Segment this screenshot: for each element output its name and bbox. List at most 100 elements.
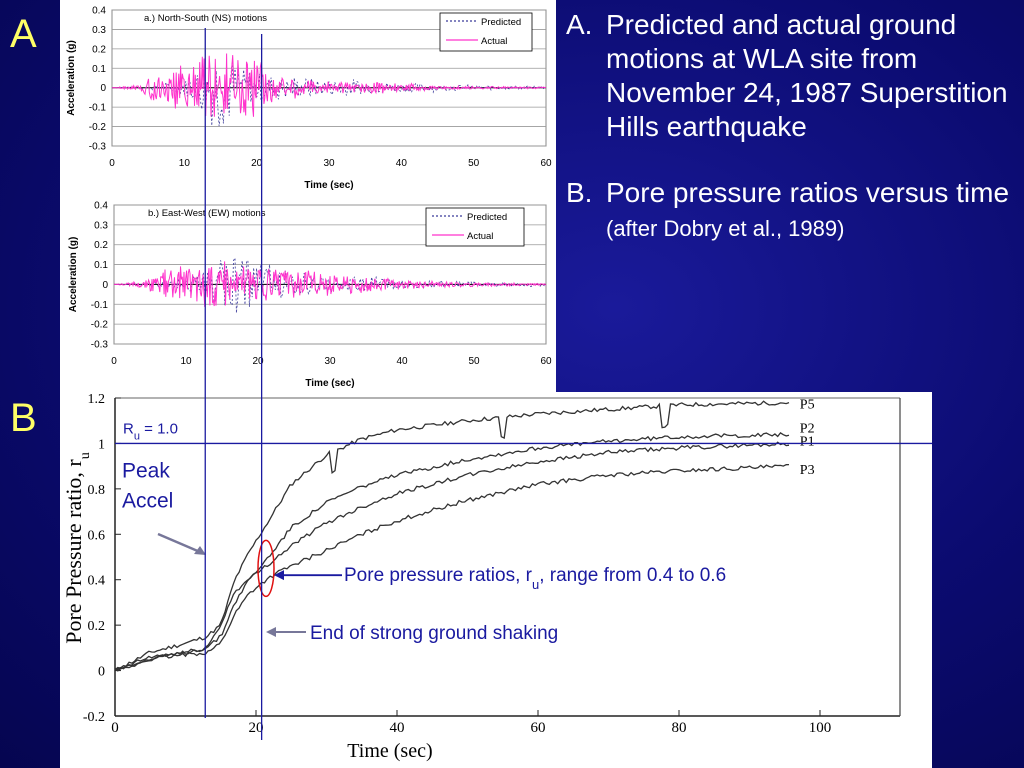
section-label-a: A: [10, 12, 37, 56]
section-label-b: B: [10, 396, 37, 440]
pore-range-arrow-head: [274, 570, 284, 581]
x-tick-label-ew: 50: [468, 356, 480, 367]
y-tick-label-ns: -0.3: [89, 142, 107, 153]
y-axis-title: Pore Pressure ratio, ru: [61, 452, 93, 644]
legend-label-predicted: Predicted: [467, 212, 507, 223]
pore-pressure-chart-panel: 1.2 1 0.8 0.6 0.4 0.2 0 -0.2 0 20 40 60 80 100 Time (s…: [60, 392, 932, 768]
legend-box-ew: [425, 207, 525, 247]
slide-text-block: A. Predicted and actual ground motions a…: [566, 8, 1016, 278]
reference-line-label: Ru = 1.0: [123, 420, 178, 442]
y-tick-label-ew: -0.3: [91, 340, 109, 351]
x-tick-label-ns: 40: [396, 158, 408, 169]
y-tick-label-ew: 0.1: [94, 260, 108, 271]
acceleration-charts-panel: 0.4 0.3 0.2 0.1 0 -0.1 -0.2 -0.3 0 10 20 30 40 50 60 Ti…: [60, 0, 556, 392]
peak-accel-arrow-shaft: [157, 532, 201, 554]
x-tick-label-ns: 50: [468, 158, 480, 169]
series-label-p2: P2: [800, 421, 815, 436]
series-line-p5: [114, 400, 790, 671]
x-tick-label: 20: [249, 720, 264, 736]
x-tick-label-ns: 0: [109, 158, 115, 169]
legend-ew: Predicted Actual: [425, 207, 525, 247]
acceleration-plot-ew: 0.40.30.20.10-0.1-0.2-0.30 10 20 30 40 50 60Ti…: [68, 201, 552, 390]
y-axis-title-ew: Acceleration (g): [68, 237, 79, 313]
y-tick-label: 0.8: [88, 483, 106, 498]
text-item-a-marker: A.: [566, 9, 593, 40]
text-item-b-marker: B.: [566, 177, 593, 208]
x-axis-title: Time (sec): [347, 740, 432, 762]
x-tick-label-ew: 10: [180, 356, 192, 367]
legend-label-predicted: Predicted: [481, 17, 521, 28]
peak-accel-arrow-head: [194, 546, 206, 555]
series-line-p1: [114, 441, 790, 671]
y-tick-label-ew: 0: [102, 280, 108, 291]
text-item-a: A. Predicted and actual ground motions a…: [566, 8, 1016, 144]
y-tick-label-ew: -0.2: [91, 320, 109, 331]
series-label-p1: P1: [800, 434, 815, 449]
y-tick-label: 0.2: [88, 619, 106, 634]
x-tick-label: 60: [531, 720, 546, 736]
x-tick-label-ns: 60: [540, 158, 552, 169]
y-tick-label-ew: -0.1: [91, 300, 109, 311]
peak-accel-line2: Accel: [122, 490, 173, 513]
pore-range-subscript: u: [532, 577, 539, 592]
reference-line-label-subscript: u: [134, 430, 140, 442]
legend-label-actual: Actual: [481, 36, 507, 47]
reference-line-label-tail: = 1.0: [140, 420, 178, 437]
y-tick-label-ns: 0.3: [92, 25, 106, 36]
acceleration-charts-svg: 0.40.30.20.10-0.1-0.2-0.30 10 20 30 40 50 60Ti…: [66, 6, 552, 390]
x-tick-label-ns: 20: [251, 158, 263, 169]
y-tick-label-ns: 0.1: [92, 64, 106, 75]
y-tick-label: 1.2: [88, 392, 106, 407]
acceleration-plot-ns: 0.40.30.20.10-0.1-0.2-0.30 10 20 30 40 50 60Ti…: [66, 6, 552, 192]
y-tick-label: 1: [98, 437, 105, 452]
x-tick-label-ew: 60: [540, 356, 552, 367]
y-tick-label: 0.4: [88, 574, 106, 589]
x-tick-label-ew: 30: [324, 356, 336, 367]
text-item-a-text: Predicted and actual ground motions at W…: [606, 9, 1008, 142]
x-tick-label: 80: [672, 720, 687, 736]
y-tick-label-ew: 0.2: [94, 240, 108, 251]
pore-pressure-chart-svg: 1.2 1 0.8 0.6 0.4 0.2 0 -0.2 0 20 40 60 80 100 Time (s…: [61, 392, 932, 762]
series-line-p2: [114, 432, 790, 672]
x-tick-label-ew: 40: [396, 356, 408, 367]
x-tick-label-ew: 0: [111, 356, 117, 367]
y-tick-label-ns: 0.4: [92, 6, 106, 17]
x-tick-label-ew: 20: [252, 356, 264, 367]
series-label-p5: P5: [800, 398, 815, 413]
x-tick-label: 40: [390, 720, 405, 736]
series-label-p3: P3: [800, 463, 815, 478]
x-tick-label-ns: 30: [323, 158, 335, 169]
y-axis-title-subscript: u: [78, 452, 93, 459]
x-tick-label: 100: [809, 720, 832, 736]
end-shaking-annotation: End of strong ground shaking: [310, 623, 558, 644]
end-shaking-arrow-head: [266, 626, 276, 637]
pore-range-annotation: Pore pressure ratios, ru, range from 0.4…: [344, 565, 726, 592]
pore-range-highlight-ellipse: [257, 539, 275, 598]
pore-range-tail: , range from 0.4 to 0.6: [539, 565, 726, 586]
series-actual-ew: [113, 261, 547, 308]
x-axis-title-ew: Time (sec): [305, 378, 354, 389]
y-tick-label: -0.2: [83, 710, 105, 725]
x-tick-label: 0: [111, 720, 119, 736]
legend-ns: Predicted Actual: [439, 12, 533, 52]
y-tick-label: 0: [98, 665, 105, 680]
legend-label-actual: Actual: [467, 231, 493, 242]
peak-accel-line1: Peak: [122, 460, 170, 483]
y-tick-label-ns: 0.2: [92, 44, 106, 55]
text-item-b: B. Pore pressure ratios versus time (aft…: [566, 176, 1016, 246]
x-axis-title-ns: Time (sec): [304, 180, 353, 191]
y-tick-label-ew: 0.4: [94, 201, 108, 212]
y-tick-label-ns: -0.1: [89, 103, 107, 114]
series-line-p3: [114, 463, 790, 670]
y-axis-title-ns: Acceleration (g): [66, 40, 77, 116]
text-item-b-text: Pore pressure ratios versus time: [606, 177, 1010, 208]
x-tick-label-ns: 10: [179, 158, 191, 169]
legend-box-ns: [439, 12, 533, 52]
series-actual-ns: [112, 53, 547, 117]
pore-pressure-plot: 1.2 1 0.8 0.6 0.4 0.2 0 -0.2 0 20 40 60 80 100 Time (s…: [61, 392, 932, 762]
y-tick-label: 0.6: [88, 528, 106, 543]
panel-title-ew: b.) East-West (EW) motions: [148, 208, 266, 219]
y-tick-label-ns: -0.2: [89, 122, 107, 133]
panel-title-ns: a.) North-South (NS) motions: [144, 13, 267, 24]
